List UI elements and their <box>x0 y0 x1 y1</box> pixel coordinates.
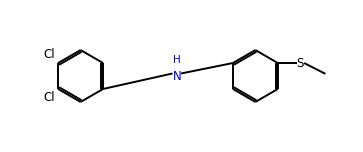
Text: H: H <box>173 55 181 65</box>
Text: N: N <box>172 70 181 83</box>
Text: S: S <box>297 57 304 69</box>
Text: Cl: Cl <box>44 91 55 104</box>
Text: Cl: Cl <box>44 48 55 61</box>
